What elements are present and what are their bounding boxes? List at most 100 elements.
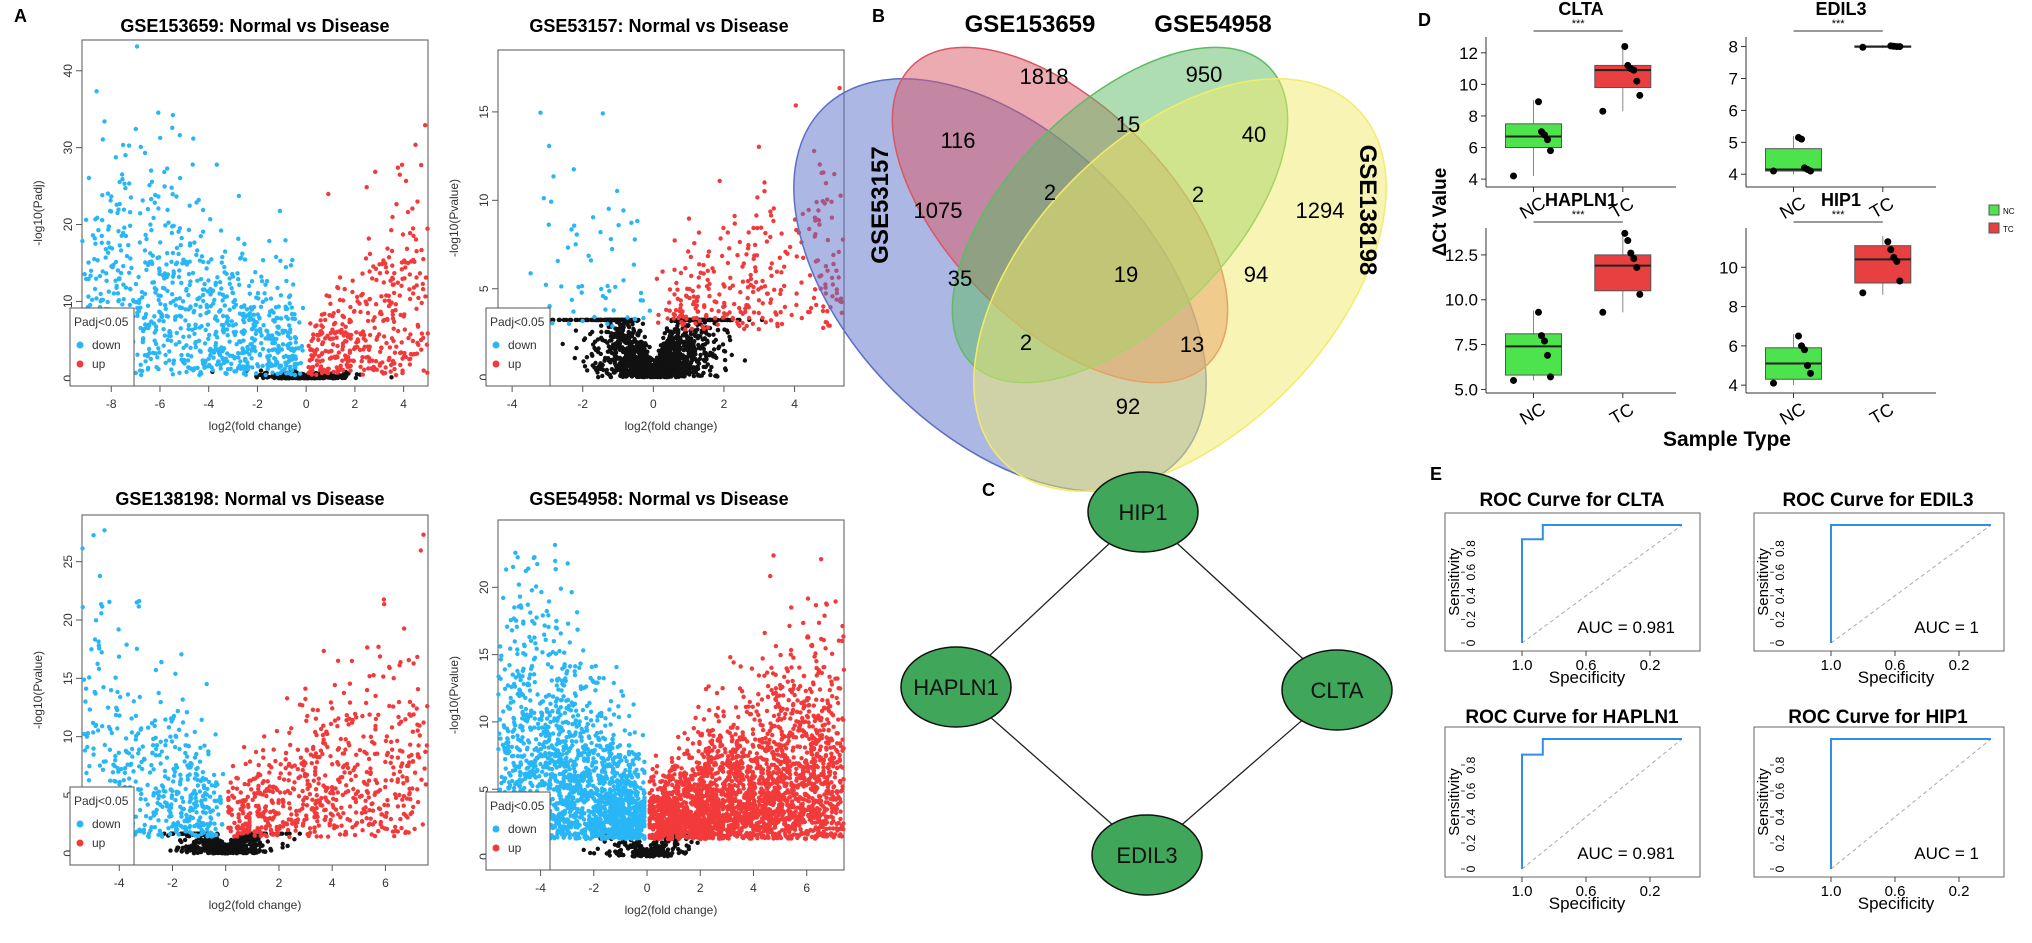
point (378, 349, 383, 354)
point (292, 312, 297, 317)
point (678, 337, 683, 342)
point (222, 303, 227, 308)
point (301, 802, 306, 807)
point (382, 298, 387, 303)
point (372, 792, 377, 797)
point (236, 236, 241, 241)
point (228, 780, 233, 785)
x-tick-label: -4 (203, 397, 214, 411)
point (155, 800, 160, 806)
point (97, 763, 103, 768)
point (287, 806, 293, 811)
point (115, 689, 120, 695)
point (711, 339, 717, 345)
point (256, 771, 261, 777)
point (191, 368, 196, 373)
point (631, 368, 636, 374)
point (208, 304, 213, 309)
point (675, 371, 680, 376)
point (359, 810, 365, 816)
point (322, 808, 327, 813)
point (347, 818, 353, 823)
point (771, 218, 776, 224)
point (156, 346, 161, 351)
point (605, 321, 610, 327)
point (123, 285, 129, 290)
point (768, 266, 773, 271)
point (140, 198, 145, 203)
point (290, 346, 295, 351)
point (820, 308, 826, 314)
point (188, 805, 193, 810)
point (201, 298, 206, 304)
point (108, 209, 114, 214)
point (206, 336, 211, 341)
point (308, 321, 313, 326)
point (173, 797, 178, 803)
point (347, 700, 353, 705)
point (689, 326, 694, 331)
point (124, 642, 129, 647)
point (397, 350, 403, 356)
point (194, 200, 199, 205)
point (106, 289, 112, 294)
point (599, 329, 604, 335)
x-tick-label: -4 (507, 397, 518, 411)
point (215, 318, 220, 323)
point (573, 242, 578, 247)
point (297, 320, 302, 325)
point (148, 168, 154, 173)
point (234, 775, 239, 781)
point (162, 286, 167, 291)
point (260, 299, 266, 304)
point (131, 299, 136, 304)
point (340, 344, 346, 349)
point (205, 289, 211, 294)
point (240, 347, 246, 352)
point (778, 310, 783, 315)
point (420, 286, 426, 292)
point (354, 752, 359, 757)
point (197, 789, 203, 794)
point (612, 361, 618, 366)
point (97, 273, 103, 279)
point (280, 342, 286, 347)
point (316, 337, 321, 342)
point (163, 223, 168, 228)
point (716, 309, 721, 314)
point (384, 270, 390, 275)
point (92, 286, 98, 292)
point (220, 313, 226, 319)
point (152, 810, 157, 815)
point (684, 370, 689, 375)
point (762, 180, 767, 185)
point (225, 318, 230, 323)
point (324, 293, 329, 298)
point (381, 334, 387, 339)
point (323, 773, 328, 778)
point (91, 730, 96, 735)
point (163, 717, 168, 722)
point (603, 295, 608, 301)
point (276, 800, 281, 805)
point (177, 226, 183, 231)
point (235, 824, 241, 829)
point (116, 654, 122, 659)
point (741, 261, 746, 266)
point (354, 294, 360, 300)
point (345, 364, 350, 370)
point (149, 179, 155, 184)
point (86, 294, 91, 299)
point (702, 350, 707, 355)
point (224, 294, 230, 299)
point (177, 340, 182, 345)
point (172, 317, 178, 322)
point (826, 323, 831, 328)
legend-down-label: down (508, 338, 537, 352)
point (216, 359, 221, 364)
point (290, 257, 295, 263)
point (165, 288, 170, 294)
point (274, 359, 279, 365)
point (342, 286, 347, 292)
